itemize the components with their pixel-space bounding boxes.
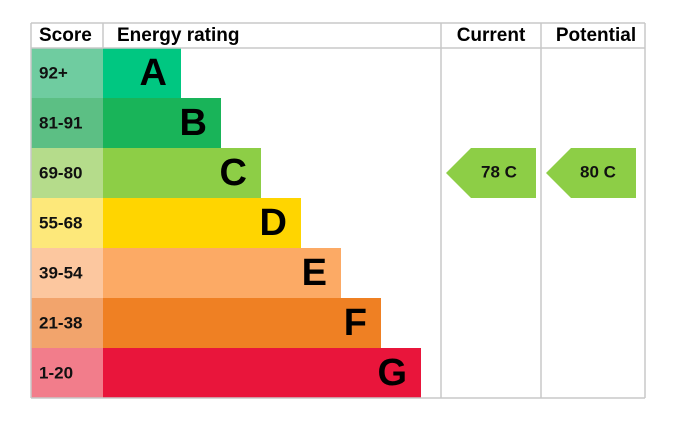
rating-bar	[103, 248, 341, 298]
score-range: 1-20	[39, 363, 73, 382]
header-energy-rating: Energy rating	[117, 25, 239, 46]
rating-bar	[103, 298, 381, 348]
score-range: 39-54	[39, 263, 83, 282]
header-potential: Potential	[556, 25, 636, 46]
band-letter: D	[260, 202, 287, 244]
header-score: Score	[39, 25, 92, 46]
score-range: 92+	[39, 63, 68, 82]
rating-bar	[103, 98, 221, 148]
band-letter: F	[344, 302, 367, 344]
band-letter: G	[377, 352, 407, 394]
rating-bar	[103, 48, 181, 98]
score-range: 81-91	[39, 113, 82, 132]
score-range: 55-68	[39, 213, 82, 232]
score-cell	[31, 248, 103, 298]
score-cell	[31, 198, 103, 248]
score-cell	[31, 48, 103, 98]
band-letter: B	[180, 102, 207, 144]
current-rating: 78 C	[481, 162, 517, 181]
score-cell	[31, 98, 103, 148]
potential-arrow	[546, 148, 636, 198]
score-cell	[31, 348, 103, 398]
rating-bar	[103, 148, 261, 198]
bands: 92+ A 81-91 B 69-80 C 55-68 D 39-54 E 21-38 F 1-20 G	[31, 48, 421, 398]
band-letter: A	[140, 52, 167, 94]
current-arrow	[446, 148, 536, 198]
score-cell	[31, 148, 103, 198]
score-cell	[31, 298, 103, 348]
band-letter: C	[220, 152, 247, 194]
rating-bar	[103, 198, 301, 248]
score-range: 69-80	[39, 163, 82, 182]
header-current: Current	[457, 25, 526, 46]
band-letter: E	[302, 252, 327, 294]
score-range: 21-38	[39, 313, 82, 332]
rating-bar	[103, 348, 421, 398]
potential-rating: 80 C	[580, 162, 616, 181]
